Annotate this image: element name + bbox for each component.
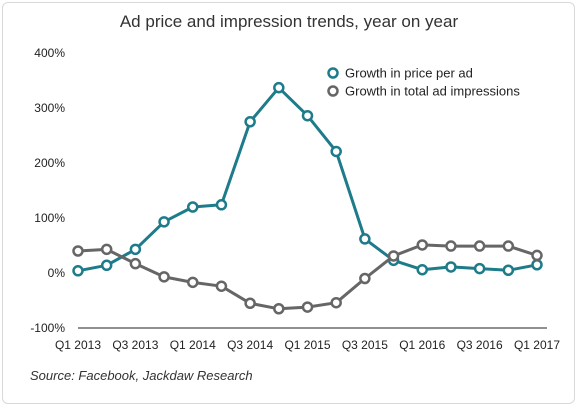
data-point (129, 257, 142, 270)
data-point (158, 271, 170, 283)
data-point (330, 296, 342, 309)
data-point (502, 240, 515, 252)
data-point (100, 243, 113, 256)
data-point (100, 259, 113, 272)
x-tick-label: Q1 2014 (170, 338, 216, 352)
x-tick-label: Q3 2014 (227, 338, 273, 352)
data-point (72, 245, 84, 257)
x-tick-label: Q1 2016 (399, 338, 445, 352)
data-point (158, 216, 170, 228)
data-point (187, 201, 199, 213)
x-tick-label: Q3 2013 (112, 338, 158, 352)
data-point (330, 145, 342, 158)
data-point (531, 249, 543, 262)
data-point (215, 280, 228, 292)
x-axis: Q1 2013 Q3 2013 Q1 2014 Q3 2014 Q1 2015 Q3 20… (55, 338, 560, 352)
data-point (359, 272, 371, 285)
chart-frame (2, 2, 575, 404)
data-point (416, 239, 428, 251)
data-point (215, 199, 228, 211)
legend-label: Growth in price per ad (345, 66, 473, 81)
data-point (473, 262, 486, 275)
series-line (76, 243, 539, 311)
y-tick-label: -100% (30, 321, 65, 335)
data-point (72, 265, 84, 277)
data-point (502, 264, 515, 276)
y-tick-label: 200% (34, 156, 65, 170)
data-point (244, 297, 256, 309)
chart-title: Ad price and impression trends, year on … (119, 12, 459, 31)
series-1 (72, 81, 543, 277)
data-point (273, 303, 285, 315)
data-point (301, 109, 314, 122)
legend-marker (327, 85, 339, 97)
data-point (273, 81, 285, 94)
legend-marker (327, 67, 339, 79)
legend: Growth in price per ad Growth in total ad… (327, 66, 520, 99)
data-point (187, 276, 199, 289)
data-point (445, 261, 457, 273)
legend-label: Growth in total ad impressions (345, 84, 520, 99)
data-point (359, 233, 371, 245)
data-point (445, 240, 457, 252)
data-point (416, 263, 428, 276)
data-point (244, 116, 256, 128)
y-tick-label: 400% (34, 46, 65, 60)
data-point (387, 250, 400, 262)
y-tick-label: 300% (34, 101, 65, 115)
y-axis: 400% 300% 200% 100% 0% -100% (30, 46, 65, 335)
y-tick-label: 0% (48, 266, 66, 280)
source-note: Source: Facebook, Jackdaw Research (30, 368, 253, 383)
x-tick-label: Q1 2013 (55, 338, 101, 352)
y-tick-label: 100% (34, 211, 65, 225)
x-tick-label: Q3 2016 (457, 338, 503, 352)
x-tick-label: Q3 2015 (342, 338, 388, 352)
data-point (531, 259, 543, 271)
x-tick-label: Q1 2015 (284, 338, 330, 352)
series-2 (72, 239, 543, 315)
data-point (473, 240, 486, 252)
series-layer (72, 81, 543, 315)
data-point (129, 243, 142, 256)
data-point (301, 301, 314, 313)
x-tick-label: Q1 2017 (514, 338, 560, 352)
